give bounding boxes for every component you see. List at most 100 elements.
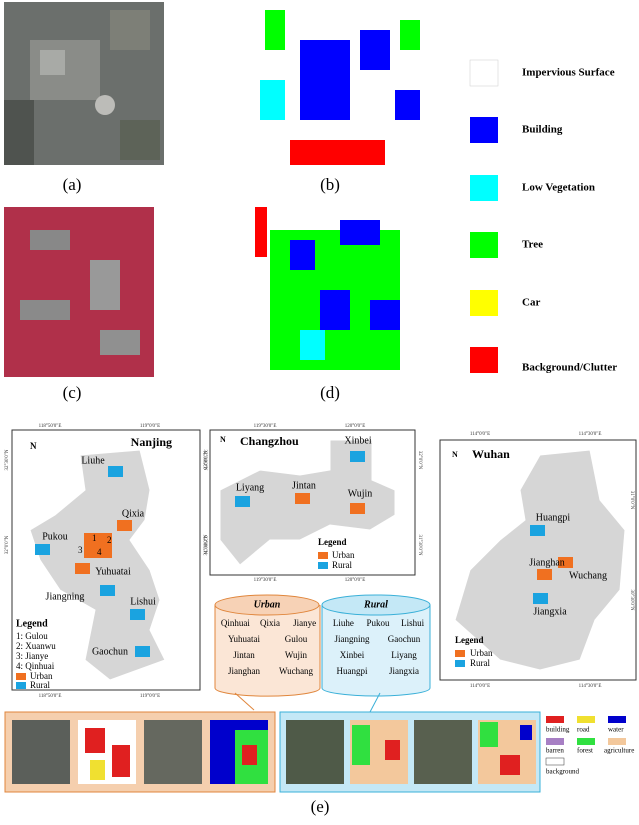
north-arrow: N	[452, 450, 458, 459]
image-a	[4, 2, 164, 165]
district-label: Jiangxia	[533, 606, 567, 617]
coord-label: 31°30'0"N	[204, 534, 209, 555]
box-entry: Jianghan	[228, 666, 260, 676]
district-label: Jintan	[292, 480, 316, 491]
legend-label: Low Vegetation	[522, 182, 595, 194]
panel-label: (d)	[320, 383, 340, 402]
district-label: Liuhe	[81, 455, 105, 466]
coord-label: 119°30'0"E	[254, 424, 277, 429]
class-label: barren	[546, 747, 564, 755]
district-number: 4	[97, 547, 102, 557]
map-title: Changzhou	[240, 434, 299, 448]
district-label: Liyang	[236, 482, 264, 493]
map-title: Nanjing	[131, 435, 172, 449]
coord-label: 32°0'0"N	[204, 450, 209, 469]
box-entry: Jiangning	[335, 634, 370, 644]
legend-label: Car	[522, 297, 540, 309]
legend-rural: Rural	[332, 560, 352, 570]
coord-label: 114°30'0"E	[579, 432, 602, 437]
panel-label: (a)	[63, 175, 82, 194]
rural-samples	[280, 712, 540, 792]
coord-label: 31°0'0"N	[629, 491, 634, 510]
district-label: Pukou	[42, 531, 68, 542]
box-entry: Gulou	[285, 634, 308, 644]
coord-label: 114°0'0"E	[470, 684, 490, 689]
district-number: 3	[78, 545, 83, 555]
coord-label: 114°30'0"E	[579, 684, 602, 689]
box-entry: Yuhuatai	[228, 634, 260, 644]
district-label: Jianghan	[529, 557, 565, 568]
district-label: Yuhuatai	[95, 566, 131, 577]
district-number: 2	[107, 535, 112, 545]
legend-key: 2: Xuanwu	[16, 641, 56, 651]
legend-label: Building	[522, 124, 563, 136]
class-label: forest	[577, 747, 593, 755]
legend-title: Legend	[16, 618, 48, 629]
district-label: Wujin	[348, 488, 373, 499]
coord-label: 119°0'0"E	[140, 424, 160, 429]
image-c	[4, 207, 154, 377]
box-entry: Wuchang	[279, 666, 314, 676]
district-label: Jiangning	[46, 591, 85, 602]
class-legend: Impervious Surface Building Low Vegetati…	[470, 60, 617, 374]
wuhan-map: N Wuhan 114°0'0"E 114°30'0"E 114°0'0"E 1…	[440, 432, 636, 689]
legend-key: 4: Qinhuai	[16, 661, 55, 671]
coord-label: 118°50'0"E	[39, 424, 62, 429]
legend-title: Legend	[318, 537, 347, 547]
class-label: building	[546, 726, 570, 734]
legend-key: 3: Jianye	[16, 651, 48, 661]
box-entry: Xinbei	[340, 650, 365, 660]
coord-label: 119°30'0"E	[254, 578, 277, 583]
urban-samples	[5, 712, 275, 792]
coord-label: 118°50'0"E	[39, 694, 62, 699]
panel-label: (c)	[63, 383, 82, 402]
class-label: road	[577, 726, 590, 734]
box-entry: Wujin	[285, 650, 308, 660]
panel-label: (e)	[311, 797, 330, 816]
legend-label: Tree	[522, 239, 543, 251]
legend-key: 1: Gulou	[16, 631, 48, 641]
district-label: Gaochun	[92, 646, 128, 657]
box-entry: Pukou	[366, 618, 390, 628]
legend-rural: Rural	[470, 658, 490, 668]
district-label: Lishui	[130, 596, 156, 607]
district-label: Huangpi	[536, 512, 571, 523]
panel-label: (b)	[320, 175, 340, 194]
district-label: Qixia	[122, 508, 145, 519]
map-title: Wuhan	[472, 447, 510, 461]
class-label: water	[608, 726, 624, 734]
legend-title: Legend	[455, 635, 484, 645]
district-label: Wuchang	[569, 570, 607, 581]
class-label: agriculture	[604, 747, 634, 755]
box-entry: Qinhuai	[221, 618, 250, 628]
figure: (a) (b) (c) (d) Impervious Surface Build…	[0, 0, 639, 825]
legend-urban: Urban	[470, 648, 493, 658]
box-entry: Liyang	[391, 650, 417, 660]
class-label: background	[546, 768, 580, 776]
box-entry: Qixia	[260, 618, 280, 628]
district-label: Xinbei	[344, 435, 371, 446]
north-arrow: N	[220, 435, 226, 444]
sample-legend: building road water barren forest agricu…	[546, 716, 634, 776]
box-entry: Jiangxia	[389, 666, 419, 676]
coord-label: 32°0'0"N	[417, 451, 422, 470]
district-number: 1	[92, 533, 97, 543]
image-d	[255, 207, 408, 377]
box-entry: Liuhe	[333, 618, 354, 628]
box-entry: Jintan	[233, 650, 255, 660]
nanjing-map: N Nanjing 118°50'0"E 119°0'0"E 118°50'0"…	[5, 424, 207, 699]
box-title: Rural	[363, 599, 388, 610]
box-entry: Gaochun	[388, 634, 421, 644]
north-arrow: N	[30, 441, 37, 451]
coord-label: 32°0'0"N	[5, 535, 10, 554]
box-entry: Lishui	[401, 618, 425, 628]
coord-label: 120°0'0"E	[345, 578, 366, 583]
coord-label: 31°30'0"N	[417, 534, 422, 555]
box-title: Urban	[254, 599, 281, 610]
coord-label: 119°0'0"E	[140, 694, 160, 699]
box-entry: Jianye	[293, 618, 316, 628]
coord-label: 120°0'0"E	[345, 424, 366, 429]
legend-label: Background/Clutter	[522, 362, 617, 374]
coord-label: 32°30'0"N	[5, 449, 10, 470]
coord-label: 30°30'0"N	[629, 589, 634, 610]
